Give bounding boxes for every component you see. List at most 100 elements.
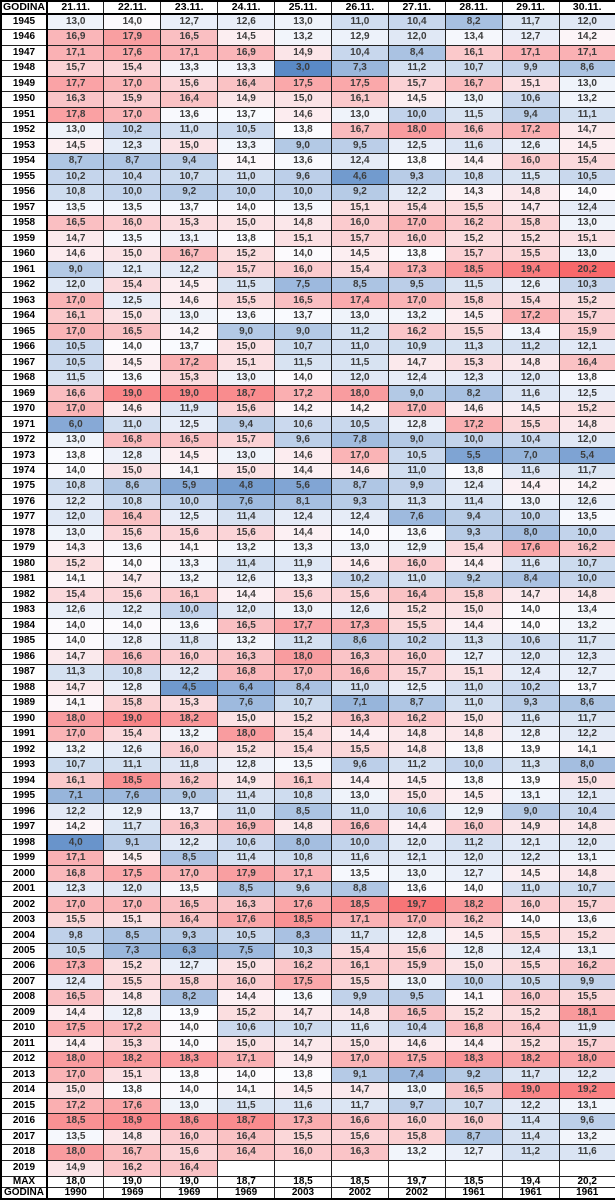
temp-cell: 11,5 [46, 369, 105, 387]
year-cell: 2000 [0, 865, 48, 882]
temp-cell: 10,2 [46, 168, 105, 186]
year-cell: 1977 [0, 509, 48, 526]
temp-cell: 16,5 [274, 292, 332, 309]
temp-cell: 17,0 [46, 400, 105, 418]
temp-cell: 10,8 [444, 168, 503, 186]
temp-cell: 10,0 [444, 756, 503, 774]
column-header-date: 27.11. [387, 0, 446, 15]
temp-cell: 12,7 [160, 12, 219, 31]
temp-cell: 14,4 [444, 617, 503, 635]
temp-cell: 10,7 [444, 1097, 503, 1115]
temp-cell: 11,6 [501, 385, 560, 402]
temp-cell: 18,2 [501, 1051, 560, 1068]
year-cell: 1990 [0, 710, 48, 728]
temp-cell: 15,8 [444, 586, 503, 604]
year-row: 2017 13,5 14,8 16,0 16,4 15,5 15,6 15,8 8,7 11,4 1… [0, 1128, 615, 1146]
temp-cell: 12,8 [103, 447, 162, 464]
temp-cell: 15,7 [387, 75, 446, 93]
temp-cell: 10,2 [501, 679, 560, 697]
temp-cell: 12,0 [46, 276, 105, 294]
temp-cell: 5,6 [274, 478, 332, 495]
temp-cell: 13,2 [558, 617, 615, 635]
temp-cell: 9,4 [160, 153, 219, 170]
temp-cell: 14,8 [274, 214, 332, 232]
temp-cell: 13,5 [274, 756, 332, 774]
temp-cell: 15,7 [444, 245, 503, 263]
temp-cell: 14,0 [46, 633, 105, 650]
temp-cell: 10,9 [387, 338, 446, 356]
temp-cell: 10,7 [160, 168, 219, 186]
temp-cell: 14,9 [46, 1159, 105, 1178]
temp-cell: 17,1 [160, 44, 219, 62]
temp-cell: 18,5 [444, 261, 503, 278]
temp-cell: 15,3 [160, 214, 219, 232]
year-cell: 1965 [0, 323, 48, 340]
temp-cell: 15,4 [330, 261, 389, 278]
temp-cell: 12,4 [330, 153, 389, 170]
temp-cell [501, 1159, 560, 1178]
temp-cell: 17,7 [274, 617, 332, 635]
temp-cell: 14,1 [46, 694, 105, 712]
temp-cell: 12,8 [501, 725, 560, 743]
year-row: 1971 6,0 11,0 12,5 9,4 10,6 10,5 12,8 17,2 15,5 14… [0, 416, 615, 433]
year-row: 1999 17,1 14,5 8,5 11,4 10,8 11,6 12,1 12,0 12,2 1… [0, 849, 615, 867]
year-cell: 1988 [0, 679, 48, 697]
temp-cell: 9,0 [501, 803, 560, 820]
temp-cell: 18,0 [46, 710, 105, 728]
column-header-date: 21.11. [46, 0, 105, 15]
year-row: 1985 14,0 12,8 11,8 13,2 11,2 8,6 10,2 11,3 10,6 1… [0, 633, 615, 650]
year-row: 1950 16,3 15,9 16,4 14,9 15,0 16,1 14,5 13,0 10,6… [0, 91, 615, 108]
temp-cell: 15,4 [330, 942, 389, 960]
temp-cell: 14,2 [46, 818, 105, 836]
temp-cell: 12,1 [103, 261, 162, 278]
max-value-cell: 19,0 [160, 1176, 219, 1188]
year-row: 1988 14,7 12,8 4,5 6,4 8,4 11,0 12,5 11,0 10,2 13,… [0, 679, 615, 697]
temp-cell: 13,5 [46, 1128, 105, 1146]
temp-cell: 9,6 [274, 168, 332, 186]
temp-cell: 19,0 [103, 710, 162, 728]
year-cell: 1953 [0, 137, 48, 155]
year-row: 1983 12,6 12,2 10,0 12,0 13,0 12,6 15,2 15,0 14,0… [0, 602, 615, 619]
temp-cell: 11,7 [501, 1066, 560, 1084]
temp-cell: 13,0 [387, 1082, 446, 1099]
temp-cell: 16,4 [387, 586, 446, 604]
temp-cell: 11,3 [387, 493, 446, 511]
temp-cell: 11,2 [444, 834, 503, 851]
temp-cell: 4,8 [217, 478, 276, 495]
temp-cell: 15,7 [217, 261, 276, 278]
temp-cell: 15,0 [558, 772, 615, 789]
temp-cell: 10,4 [387, 1020, 446, 1037]
temp-cell: 16,1 [160, 586, 219, 604]
temp-cell: 14,0 [46, 462, 105, 480]
temp-cell: 16,4 [501, 1020, 560, 1037]
temp-cell: 10,5 [387, 447, 446, 464]
temp-cell: 8,5 [330, 276, 389, 294]
temp-cell: 16,9 [46, 29, 105, 46]
temp-cell: 11,6 [501, 555, 560, 573]
temp-cell: 16,4 [103, 509, 162, 526]
temp-cell: 11,6 [274, 1097, 332, 1115]
temp-cell: 12,1 [387, 849, 446, 867]
year-cell: 1985 [0, 633, 48, 650]
max-year-cell: 1990 [46, 1187, 105, 1200]
temp-cell: 15,9 [558, 323, 615, 340]
temp-cell: 18,0 [274, 648, 332, 666]
year-row: 2011 14,4 15,3 14,0 15,0 14,7 15,0 14,6 14,4 15,2… [0, 1035, 615, 1053]
temp-cell: 13,2 [217, 633, 276, 650]
year-row: 1958 16,5 16,0 15,3 15,0 14,8 16,0 17,0 16,2 15,8… [0, 214, 615, 232]
temp-cell: 15,0 [274, 91, 332, 108]
temp-cell: 14,8 [501, 184, 560, 201]
year-cell: 2008 [0, 989, 48, 1006]
temp-cell: 16,0 [444, 1113, 503, 1130]
temp-cell: 17,1 [501, 44, 560, 62]
temp-cell: 15,5 [501, 416, 560, 433]
temp-cell: 15,0 [217, 958, 276, 975]
temp-cell: 10,6 [274, 416, 332, 433]
temp-cell: 15,0 [103, 307, 162, 325]
temp-cell: 12,0 [558, 12, 615, 31]
temp-cell: 9,0 [387, 431, 446, 449]
temp-cell: 15,7 [558, 307, 615, 325]
temp-cell: 16,5 [46, 989, 105, 1006]
temp-cell: 14,5 [217, 29, 276, 46]
